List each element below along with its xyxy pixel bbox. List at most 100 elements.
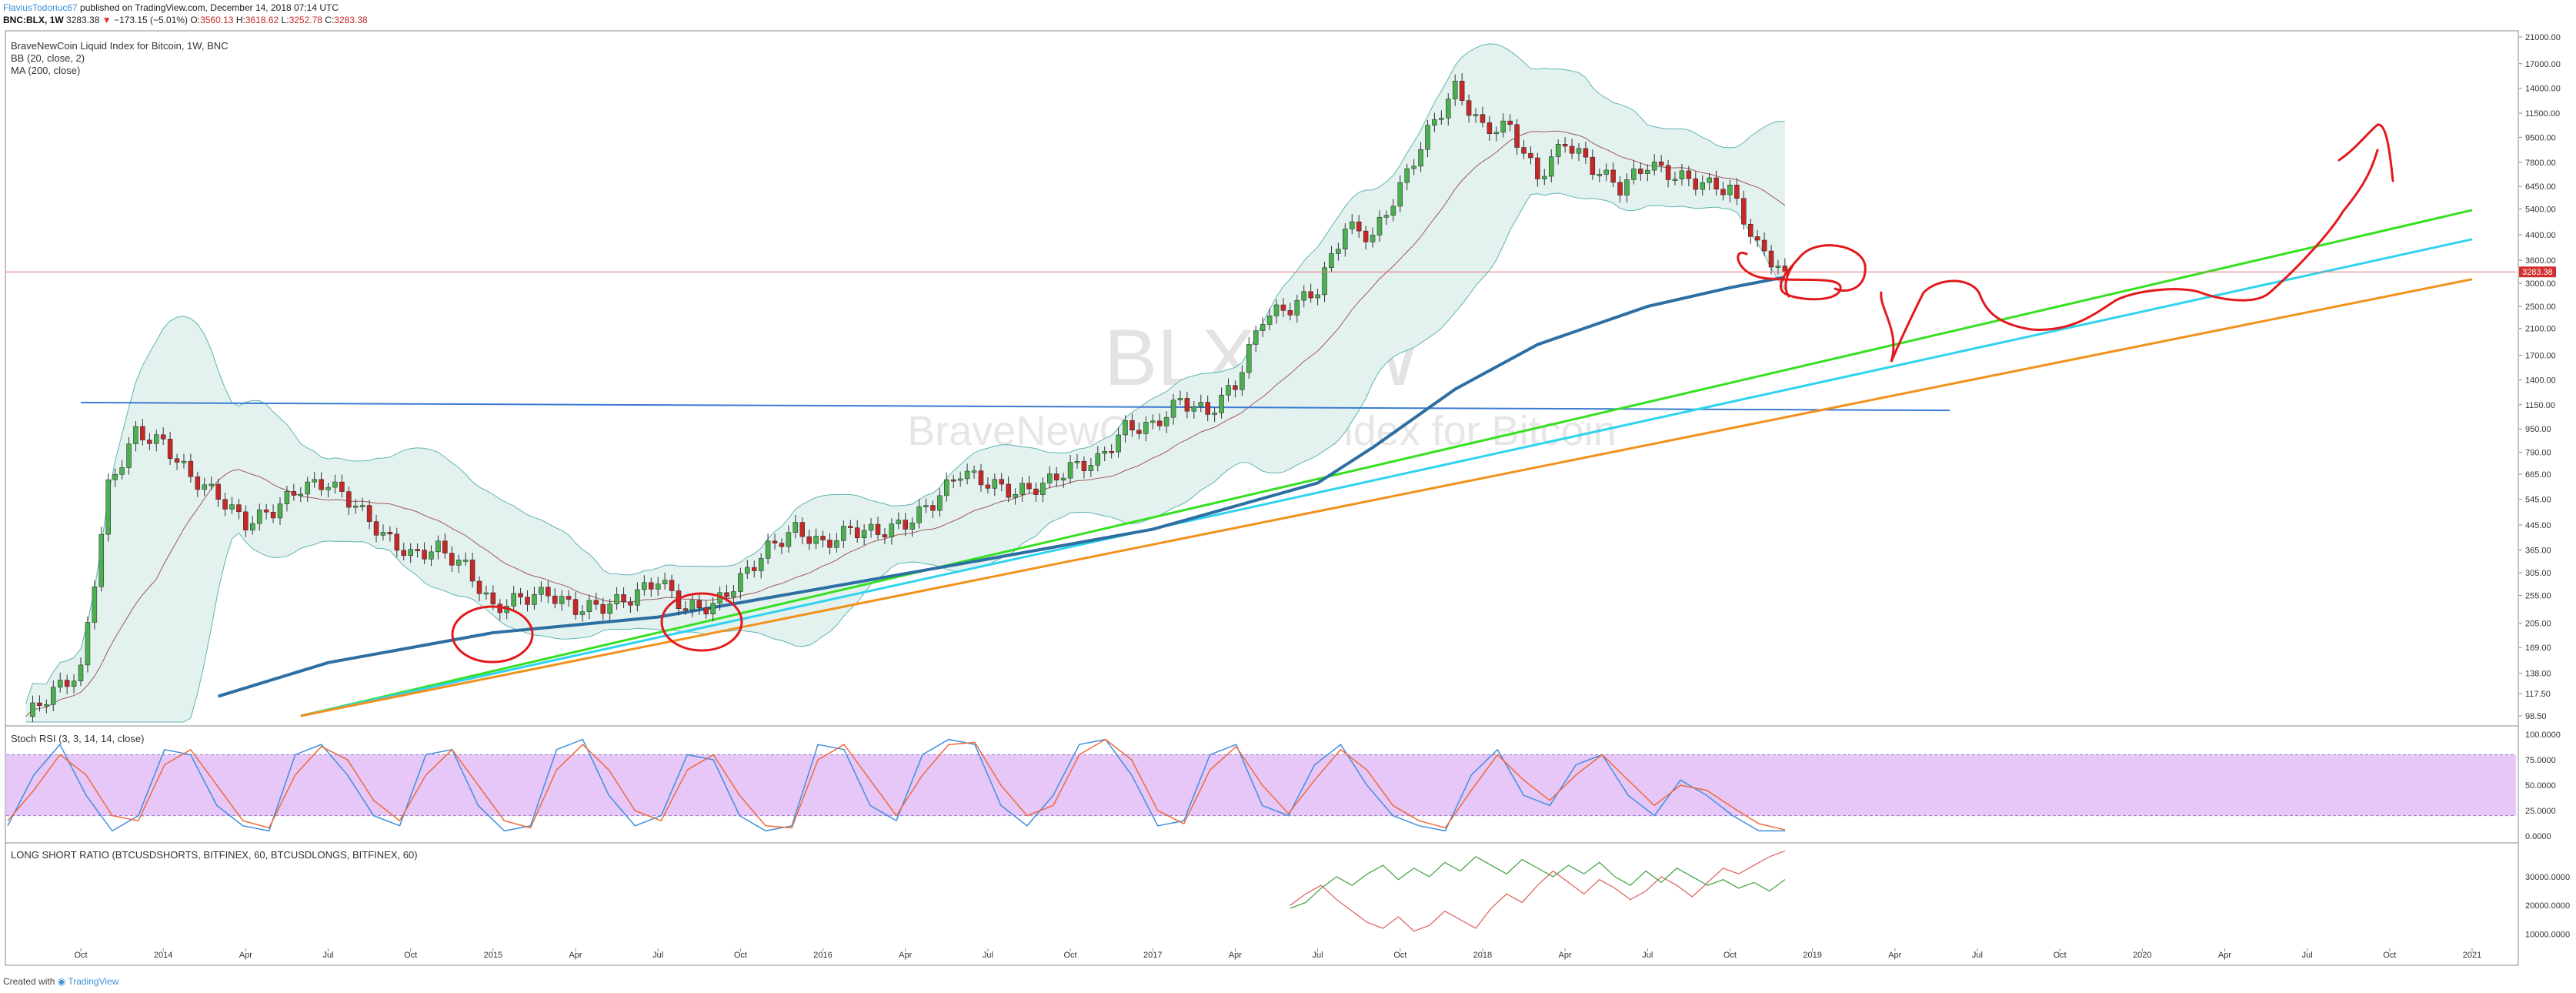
long-short-title[interactable]: LONG SHORT RATIO (BTCUSDSHORTS, BITFINEX… (11, 849, 418, 861)
rsi-tick-label: 25.0000 (2525, 807, 2556, 816)
candle-body (813, 536, 819, 544)
candle-body (1446, 99, 1451, 119)
candle-body (930, 505, 936, 511)
stoch-rsi-band (6, 754, 2516, 816)
candle-body (1631, 169, 1637, 180)
candle-body (1212, 413, 1217, 415)
candle-body (229, 504, 235, 510)
candle-body (298, 493, 304, 496)
candle-body (724, 592, 729, 597)
candle-body (64, 680, 70, 687)
time-tick-label: Apr (899, 951, 912, 960)
change-value: −173.15 (−5.01%) (113, 15, 189, 25)
candle-body (195, 476, 201, 490)
candle-body (1576, 148, 1582, 154)
candle-body (1693, 178, 1699, 190)
candle-body (1053, 473, 1059, 481)
candle-body (435, 540, 441, 553)
candle-body (950, 479, 956, 482)
time-tick-label: 2021 (2463, 951, 2481, 960)
high-value: 3618.62 (245, 15, 279, 25)
symbol-label: BNC:BLX, 1W (3, 15, 64, 25)
price-tick-label: 1150.00 (2525, 401, 2555, 410)
candle-body (827, 540, 833, 548)
candle-body (71, 680, 77, 687)
trendline-cyan (300, 238, 2473, 717)
candle-body (1266, 316, 1273, 325)
candle-body (92, 587, 98, 623)
candle-body (1528, 152, 1533, 159)
candle-body (861, 530, 867, 538)
candle-body (1343, 229, 1348, 249)
candle-body (483, 592, 489, 595)
candle-body (1322, 267, 1327, 296)
close-value: 3283.38 (334, 15, 368, 25)
candle-body (1768, 250, 1774, 268)
price-tick-label: 2100.00 (2525, 325, 2556, 334)
price-tick-label: 305.00 (2525, 569, 2551, 578)
price-tick-label: 117.50 (2525, 690, 2551, 699)
time-tick-label: Oct (2054, 951, 2067, 960)
candle-body (848, 526, 853, 528)
candle-body (1226, 385, 1231, 396)
time-tick-label: Oct (1393, 951, 1406, 960)
candle-body (834, 540, 839, 548)
candle-body (1006, 483, 1011, 498)
candle-body (978, 470, 984, 486)
candle-body (841, 526, 846, 541)
candle-body (1019, 483, 1025, 495)
time-tick-label: Apr (239, 951, 252, 960)
candle-body (1672, 179, 1678, 181)
candle-body (1583, 148, 1589, 158)
price-tick-label: 2500.00 (2525, 303, 2556, 312)
candle-body (147, 440, 152, 444)
candle-body (1336, 249, 1341, 254)
candle-body (1123, 420, 1128, 436)
candle-body (44, 704, 49, 707)
price-tick-label: 21000.00 (2525, 33, 2561, 42)
rsi-tick-label: 50.0000 (2525, 781, 2556, 791)
candle-body (607, 603, 612, 614)
candle-body (1411, 166, 1416, 169)
candle-body (1747, 223, 1753, 237)
candle-body (85, 622, 91, 666)
candle-body (579, 611, 586, 615)
candle-body (401, 550, 407, 557)
candle-body (985, 484, 991, 489)
candle-body (380, 532, 386, 536)
time-tick-label: Oct (74, 951, 87, 960)
candle-body (1761, 239, 1767, 252)
candle-body (1741, 198, 1747, 225)
candle-body (532, 593, 537, 605)
candle-body (1686, 170, 1692, 179)
candle-body (1260, 324, 1266, 331)
bb-indicator-label[interactable]: BB (20, close, 2) (11, 52, 85, 64)
stoch-rsi-title[interactable]: Stoch RSI (3, 3, 14, 14, close) (11, 733, 144, 744)
candle-body (1273, 304, 1280, 316)
candle-body (552, 595, 558, 604)
candle-body (1507, 120, 1513, 125)
candle-body (1439, 118, 1444, 120)
lsr-tick-label: 10000.0000 (2525, 930, 2570, 939)
open-value: 3560.13 (200, 15, 234, 25)
candle-body (1349, 221, 1355, 229)
tradingview-link[interactable]: TradingView (68, 976, 119, 987)
author-link[interactable]: FlaviusTodoriuc67 (3, 2, 78, 13)
candle-body (1720, 189, 1726, 196)
ma-indicator-label[interactable]: MA (200, close) (11, 65, 80, 76)
candle-body (1404, 168, 1410, 183)
candle-body (1177, 398, 1183, 401)
candle-body (511, 593, 516, 607)
candle-body (1754, 236, 1760, 241)
bollinger-band-fill (25, 43, 1785, 722)
candle-body (909, 522, 915, 530)
time-tick-label: Jul (1313, 951, 1323, 960)
candle-body (649, 582, 654, 590)
candle-body (992, 479, 998, 489)
candle-body (738, 573, 743, 592)
time-tick-label: Jul (652, 951, 663, 960)
candle-body (284, 491, 290, 504)
candle-body (1548, 156, 1554, 177)
candle-body (875, 523, 881, 535)
